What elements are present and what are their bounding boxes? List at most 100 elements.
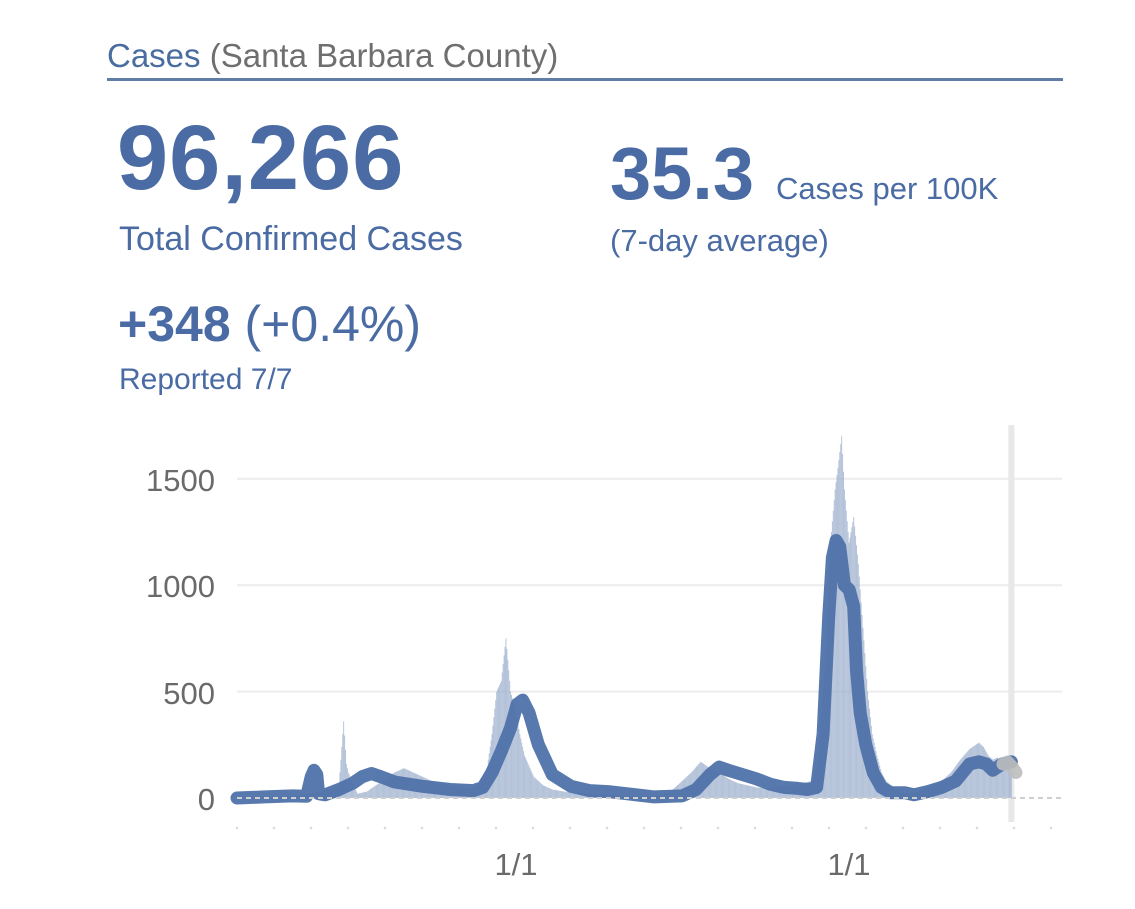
- daily-case-bar: [745, 785, 747, 798]
- daily-case-bar: [733, 781, 735, 798]
- daily-case-bar: [515, 713, 517, 798]
- daily-case-bar: [736, 782, 738, 798]
- daily-case-bar: [716, 771, 718, 798]
- daily-case-bar: [572, 792, 574, 798]
- daily-case-bar: [711, 769, 713, 798]
- grid-lines: [237, 425, 1062, 822]
- daily-case-bar: [735, 782, 737, 798]
- daily-case-bar: [372, 787, 374, 798]
- daily-case-bar: [752, 786, 754, 798]
- x-tick-mark: [1049, 826, 1053, 830]
- x-tick-mark: [457, 826, 461, 830]
- daily-case-bar: [363, 792, 365, 798]
- daily-case-bar: [513, 705, 515, 798]
- daily-case-bar: [1004, 758, 1006, 798]
- daily-case-bar: [534, 777, 536, 798]
- daily-case-bar: [721, 774, 723, 798]
- daily-case-bar: [748, 785, 750, 798]
- daily-case-bar: [567, 792, 569, 798]
- daily-case-bar: [385, 778, 387, 798]
- daily-case-bar: [574, 792, 576, 798]
- daily-case-bar: [712, 769, 714, 798]
- daily-case-bar: [769, 787, 771, 798]
- daily-case-bar: [997, 758, 999, 798]
- daily-case-bar: [990, 757, 992, 798]
- daily-case-bar: [753, 786, 755, 798]
- daily-case-bar: [360, 792, 362, 798]
- daily-case-bar: [834, 489, 836, 798]
- daily-case-bar: [381, 781, 383, 798]
- daily-case-bar: [366, 791, 368, 798]
- daily-case-bar: [357, 793, 359, 798]
- daily-case-bar: [537, 780, 539, 798]
- daily-case-bar: [355, 789, 357, 798]
- daily-case-bar: [549, 788, 551, 798]
- header-subtitle: (Santa Barbara County): [209, 37, 559, 74]
- x-tick-mark: [790, 826, 794, 830]
- daily-case-bar: [523, 755, 525, 798]
- daily-case-bar: [751, 786, 753, 798]
- daily-case-bar: [984, 750, 986, 798]
- x-tick-mark: [309, 826, 313, 830]
- daily-case-bar: [970, 747, 972, 798]
- daily-case-bar: [839, 452, 841, 798]
- daily-case-bar: [974, 745, 976, 798]
- x-tick-mark: [753, 826, 757, 830]
- daily-case-bar: [519, 734, 521, 798]
- daily-case-bar: [549, 788, 551, 798]
- daily-case-bar: [728, 778, 730, 798]
- daily-case-bar: [767, 788, 769, 798]
- daily-case-bar: [580, 793, 582, 798]
- daily-case-bar: [564, 791, 566, 798]
- daily-case-bar: [387, 776, 389, 798]
- daily-case-bar: [720, 773, 722, 798]
- daily-case-bar: [727, 778, 729, 798]
- daily-case-bar: [987, 755, 989, 798]
- daily-case-bar: [536, 779, 538, 798]
- daily-case-bar: [523, 751, 525, 798]
- daily-case-bar: [511, 695, 513, 798]
- new-cases: +348 (+0.4%): [118, 294, 421, 354]
- daily-case-bar: [1003, 760, 1005, 798]
- daily-case-bar: [520, 738, 522, 798]
- x-tick-mark: [235, 826, 239, 830]
- daily-case-bar: [539, 782, 541, 798]
- daily-case-bar: [376, 784, 378, 798]
- daily-case-bar: [562, 791, 564, 798]
- daily-case-bar: [988, 756, 990, 798]
- total-cases-value: 96,266: [117, 107, 405, 209]
- daily-case-bar: [359, 793, 361, 798]
- daily-case-bar: [765, 788, 767, 798]
- daily-case-bar: [746, 785, 748, 798]
- daily-case-bar: [726, 777, 728, 798]
- daily-case-bar: [714, 770, 716, 798]
- x-tick-mark: [716, 826, 720, 830]
- provisional-average-line: [996, 755, 1023, 779]
- daily-case-bar: [352, 783, 354, 798]
- daily-case-bar: [529, 768, 531, 798]
- daily-case-bar: [525, 759, 527, 798]
- daily-case-bar: [973, 745, 975, 798]
- daily-case-bar: [541, 784, 543, 798]
- daily-case-bar: [843, 489, 845, 798]
- daily-case-bar: [562, 791, 564, 798]
- daily-case-bar: [766, 788, 768, 798]
- daily-case-bar: [554, 789, 556, 798]
- daily-case-bar: [382, 780, 384, 798]
- daily-case-bar: [516, 718, 518, 798]
- daily-case-bar: [1007, 758, 1009, 798]
- daily-case-bar: [846, 521, 848, 798]
- daily-case-bar: [760, 787, 762, 798]
- daily-case-bar: [998, 760, 1000, 798]
- daily-case-bar: [710, 768, 712, 798]
- daily-case-bar: [556, 790, 558, 798]
- daily-case-bar: [536, 780, 538, 798]
- daily-case-bar: [996, 757, 998, 798]
- daily-case-bar: [557, 790, 559, 798]
- daily-case-bar: [995, 758, 997, 798]
- daily-case-bar: [1009, 769, 1011, 798]
- average-cases-unit: Cases per 100K: [776, 171, 999, 206]
- daily-case-bar: [531, 772, 533, 798]
- daily-case-bar: [993, 759, 995, 798]
